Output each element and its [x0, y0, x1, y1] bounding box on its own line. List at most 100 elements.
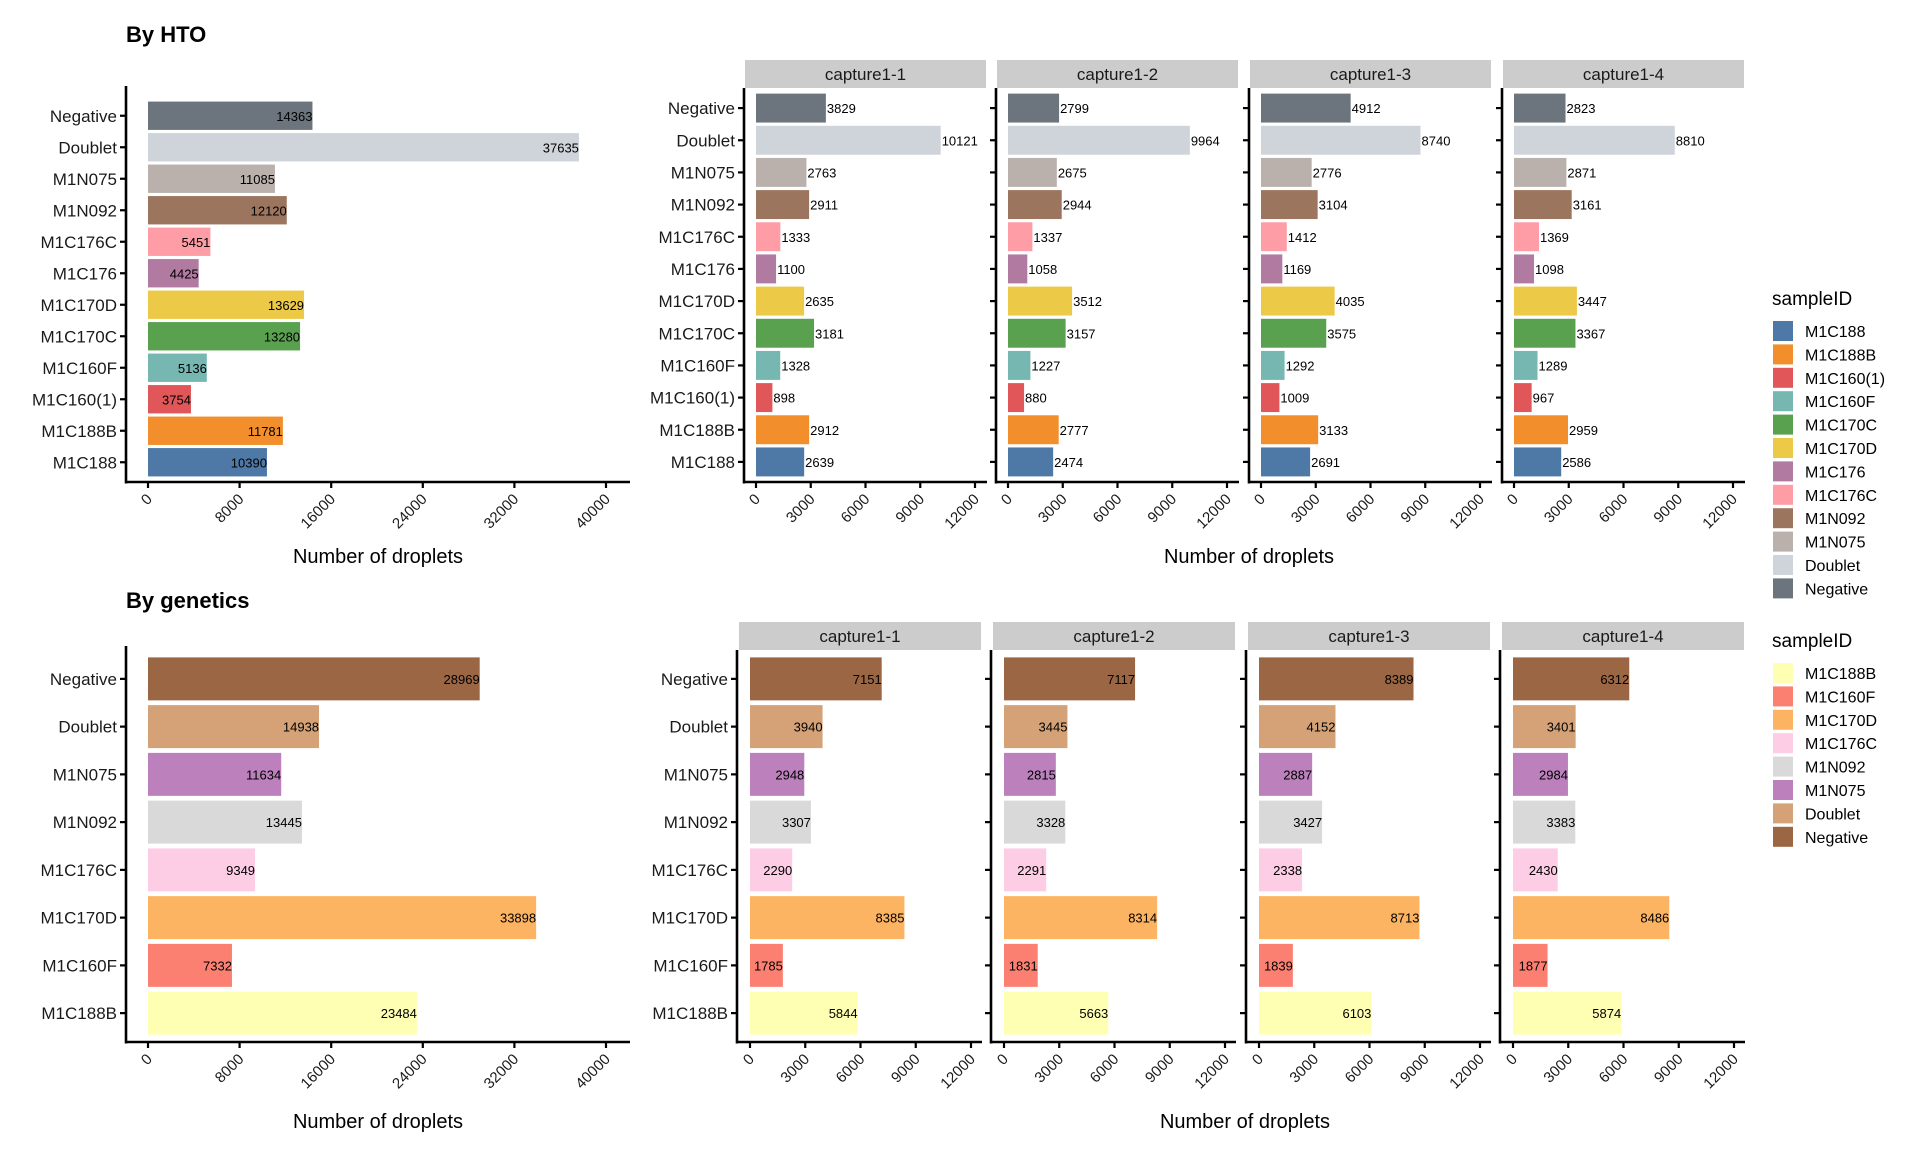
hto-facet-4-bar	[1514, 350, 1538, 380]
genetics-facet-4-bar	[1513, 705, 1576, 749]
hto-total-bar	[148, 416, 283, 445]
hto-facet-1-data-label: 2912	[810, 423, 839, 438]
hto-legend-label: M1C170D	[1805, 441, 1877, 458]
hto-legend-swatch	[1773, 578, 1793, 599]
hto-facet-2-bar	[1008, 222, 1033, 252]
genetics-facet-1-data-label: 2290	[763, 863, 792, 878]
hto-facet-3-data-label: 1412	[1288, 230, 1317, 245]
hto-facet-4-data-label: 2871	[1567, 165, 1596, 180]
hto-facet-1-bar	[756, 190, 810, 220]
hto-total-bar	[148, 164, 275, 193]
hto-facet-3-data-label: 3133	[1319, 423, 1348, 438]
genetics-facet-3-x-tick-label: 0	[1249, 1051, 1267, 1069]
hto-legend-title: sampleID	[1772, 289, 1852, 310]
hto-facet-3-bar	[1261, 318, 1327, 348]
hto-facet-2-bar	[1008, 157, 1057, 187]
hto-legend-label: M1C170C	[1805, 418, 1877, 435]
hto-total-x-tick-label: 8000	[212, 491, 248, 527]
hto-facet-2-data-label: 880	[1025, 391, 1047, 406]
genetics-facet-4-bar	[1513, 896, 1670, 940]
hto-facet-3-bar	[1261, 447, 1311, 477]
hto-total-data-label: 3754	[162, 392, 191, 407]
genetics-facet-1-y-tick-label: M1C188B	[652, 1004, 728, 1023]
hto-facet-3-x-tick-label: 9000	[1397, 491, 1433, 527]
genetics-total-bar	[148, 657, 480, 701]
hto-facet-2-x-tick-label: 9000	[1144, 491, 1180, 527]
hto-total-data-label: 13280	[264, 329, 300, 344]
hto-legend-label: M1N075	[1805, 535, 1866, 552]
genetics-total-data-label: 7332	[203, 958, 232, 973]
hto-total-y-tick-label: M1C170C	[40, 327, 117, 346]
genetics-facet-1-x-tick-label: 0	[740, 1051, 758, 1069]
genetics-facet-2-data-label: 8314	[1128, 911, 1157, 926]
hto-facet-1-data-label: 1333	[781, 230, 810, 245]
genetics-total-bar	[148, 848, 256, 892]
hto-facet-4-strip	[1503, 60, 1744, 88]
hto-facet-1-strip-label: capture1-1	[825, 65, 906, 84]
genetics-facet-2-bar	[1004, 800, 1066, 844]
hto-total-data-label: 5451	[181, 235, 210, 250]
genetics-facet-1-data-label: 8385	[876, 911, 905, 926]
hto-facet-1-data-label: 3829	[827, 101, 856, 116]
hto-facet-x-axis-title: Number of droplets	[1164, 546, 1334, 568]
genetics-facet-4-bar	[1513, 991, 1622, 1035]
hto-facet-3-data-label: 4035	[1336, 294, 1365, 309]
hto-facet-2-data-label: 2944	[1063, 198, 1092, 213]
hto-facet-2-data-label: 2799	[1060, 101, 1089, 116]
genetics-facet-4-data-label: 5874	[1592, 1006, 1621, 1021]
hto-facet-4-x-tick-label: 12000	[1699, 491, 1741, 533]
genetics-facet-2-data-label: 7117	[1107, 672, 1135, 687]
hto-legend-label: M1C160(1)	[1805, 371, 1885, 388]
hto-facet-3-bar	[1261, 157, 1312, 187]
hto-facet-1-y-tick-label: M1C170C	[658, 324, 735, 343]
genetics-total-x-tick-label: 0	[138, 1051, 156, 1069]
hto-facet-4-data-label: 1098	[1535, 262, 1564, 277]
hto-total-x-tick-label: 24000	[389, 491, 431, 533]
hto-facet-1-bar	[756, 415, 810, 445]
hto-total-bar	[148, 385, 191, 414]
hto-total-y-tick-label: M1N075	[53, 170, 117, 189]
hto-facet-3-data-label: 2776	[1313, 165, 1342, 180]
genetics-total-data-label: 9349	[226, 863, 255, 878]
genetics-facet-2-bar	[1004, 943, 1038, 987]
hto-facet-4-bar	[1514, 125, 1675, 155]
hto-total-y-tick-label: Doublet	[58, 138, 117, 157]
hto-facet-4-data-label: 3447	[1578, 294, 1607, 309]
hto-total-data-label: 5136	[178, 361, 207, 376]
hto-total-data-label: 12120	[251, 203, 287, 218]
hto-facet-4-x-tick-label: 0	[1504, 491, 1522, 509]
hto-total-data-label: 14363	[276, 109, 312, 124]
hto-legend-swatch	[1773, 414, 1793, 435]
genetics-facet-1-bar	[750, 991, 858, 1035]
hto-total-y-tick-label: M1C176C	[40, 233, 117, 252]
hto-facet-1-strip	[745, 60, 986, 88]
hto-facet-3-data-label: 4912	[1352, 101, 1381, 116]
genetics-facet-3-bar	[1259, 800, 1323, 844]
genetics-legend-swatch	[1773, 733, 1793, 754]
genetics-facet-3-x-tick-label: 12000	[1446, 1051, 1488, 1093]
genetics-facet-2-bar	[1004, 752, 1056, 796]
hto-facet-4-bar	[1514, 157, 1567, 187]
hto-total-bar	[148, 448, 267, 477]
genetics-legend-label: M1C176C	[1805, 736, 1877, 753]
hto-total-data-label: 11085	[240, 172, 275, 187]
genetics-facet-2-strip-label: capture1-2	[1073, 627, 1154, 646]
genetics-legend-label: M1N092	[1805, 760, 1866, 777]
hto-facet-2-bar	[1008, 125, 1190, 155]
hto-facet-2-data-label: 2474	[1054, 455, 1083, 470]
hto-legend-swatch	[1773, 461, 1793, 482]
genetics-facet-3-data-label: 8389	[1385, 672, 1414, 687]
genetics-facet-4-x-tick-label: 12000	[1700, 1051, 1742, 1093]
hto-facet-4-bar	[1514, 415, 1569, 445]
hto-facet-1-x-tick-label: 0	[746, 491, 764, 509]
hto-facet-1-y-tick-label: M1N092	[671, 196, 735, 215]
genetics-facet-1-data-label: 3940	[794, 720, 823, 735]
genetics-facet-4-data-label: 3401	[1547, 720, 1576, 735]
genetics-facet-4-x-tick-label: 6000	[1596, 1051, 1632, 1087]
genetics-legend-swatch	[1773, 803, 1793, 824]
hto-facet-1-data-label: 2635	[805, 294, 834, 309]
genetics-facet-1-y-tick-label: M1N092	[664, 813, 728, 832]
hto-facet-2-bar	[1008, 350, 1031, 380]
hto-facet-4-bar	[1514, 93, 1566, 123]
hto-facet-2-data-label: 3157	[1067, 326, 1096, 341]
